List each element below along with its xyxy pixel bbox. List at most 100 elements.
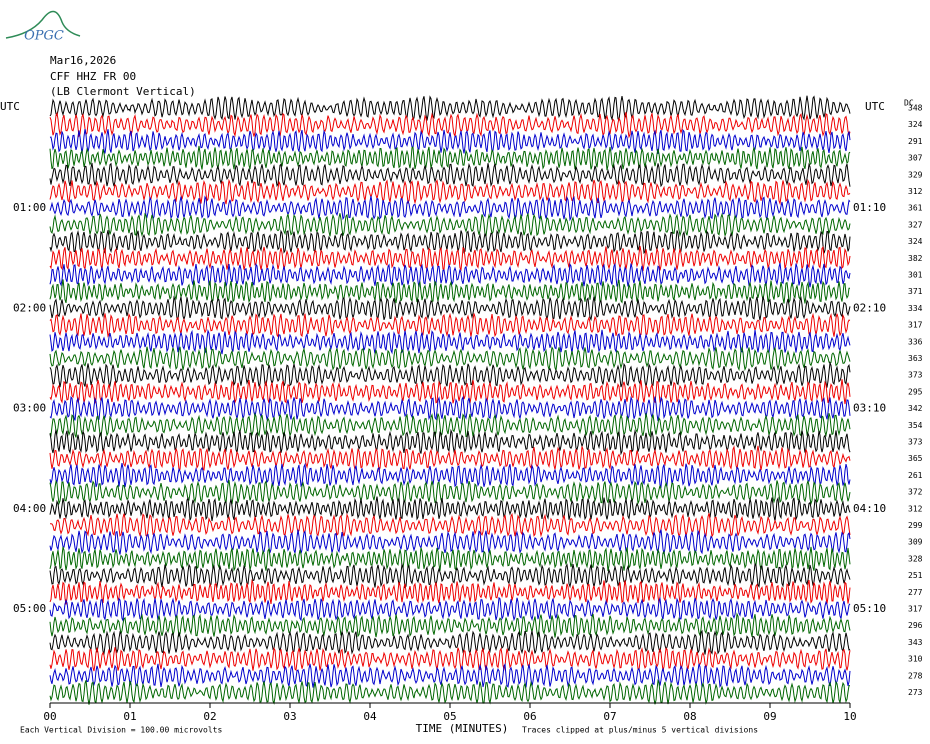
trace [49,412,851,438]
left-time-label: 05:00 [13,602,46,615]
trace [49,546,851,572]
dc-value: 296 [908,621,923,630]
trace [49,562,851,589]
dc-value: 324 [908,237,923,246]
left-axis-title: UTC [0,100,20,113]
trace [49,312,851,339]
scale-note: Each Vertical Division = 100.00 microvol… [20,726,222,735]
dc-value: 307 [908,154,923,163]
dc-value: 261 [908,471,923,480]
trace [49,629,851,656]
trace [50,512,851,538]
dc-value: 317 [908,605,923,614]
x-tick-label: 08 [683,710,696,723]
trace [49,145,851,171]
station: CFF HHZ FR 00 [50,70,136,83]
dc-value: 251 [908,571,923,580]
logo-text: OPGC [24,29,64,44]
location: (LB Clermont Vertical) [50,85,196,98]
trace [49,646,851,672]
trace [49,596,851,623]
trace [49,529,851,555]
right-time-label: 03:10 [853,402,886,415]
trace [49,178,851,206]
trace [49,229,851,255]
x-tick-label: 03 [283,710,296,723]
trace [49,95,851,121]
dc-value: 273 [908,688,923,697]
dc-value: 310 [908,655,923,664]
dc-value: 329 [908,170,923,179]
trace [49,129,851,154]
trace [49,678,851,705]
trace [49,462,851,489]
dc-value: 365 [908,454,923,463]
dc-value: 301 [908,271,923,280]
trace [49,479,851,506]
trace [49,195,851,222]
dc-value: 312 [908,504,923,513]
dc-value: 327 [908,220,923,229]
trace [49,345,851,372]
x-tick-label: 02 [203,710,216,723]
dc-value: 372 [908,488,923,497]
dc-value: 299 [908,521,923,530]
dc-value: 295 [908,387,923,396]
x-tick-label: 01 [123,710,136,723]
x-tick-label: 09 [763,710,776,723]
dc-value: 361 [908,204,923,213]
x-axis-title: TIME (MINUTES) [416,722,509,735]
trace [49,445,851,473]
dc-value: 363 [908,354,923,363]
trace [49,361,851,388]
dc-value: 354 [908,421,923,430]
trace [49,496,851,522]
dc-value: 309 [908,538,923,547]
trace [49,578,851,605]
dc-value: 328 [908,554,923,563]
dc-value: 371 [908,287,923,296]
trace [49,279,850,305]
date: Mar16,2026 [50,54,116,67]
right-time-label: 04:10 [853,502,886,515]
left-time-label: 02:00 [13,301,46,314]
trace [49,395,851,421]
x-tick-label: 10 [843,710,856,723]
dc-value: 277 [908,588,923,597]
trace [49,428,851,456]
traces [49,95,851,705]
trace [49,245,851,272]
x-tick-label: 06 [523,710,536,723]
dc-value: 312 [908,187,923,196]
left-time-label: 03:00 [13,402,46,415]
trace [49,612,851,638]
dc-value: 348 [908,104,923,113]
dc-value: 342 [908,404,923,413]
trace [49,212,851,239]
dc-value: 343 [908,638,923,647]
trace [49,262,851,288]
clip-note: Traces clipped at plus/minus 5 vertical … [522,726,758,735]
logo-swoosh [5,10,81,39]
logo: OPGC [5,10,81,44]
dc-value: 373 [908,438,923,447]
dc-value: 278 [908,671,923,680]
dc-value: 334 [908,304,923,313]
trace [49,111,851,139]
trace [49,329,851,355]
right-time-label: 02:10 [853,301,886,314]
left-time-label: 04:00 [13,502,46,515]
trace [49,162,851,188]
dc-value: 382 [908,254,923,263]
dc-value: 373 [908,371,923,380]
right-axis-title: UTC [865,100,885,113]
dc-value: 317 [908,321,923,330]
trace [49,662,851,690]
dc-value: 336 [908,337,923,346]
right-time-label: 05:10 [853,602,886,615]
left-time-label: 01:00 [13,201,46,214]
x-tick-label: 04 [363,710,377,723]
trace [49,295,851,322]
dc-value: 291 [908,137,923,146]
